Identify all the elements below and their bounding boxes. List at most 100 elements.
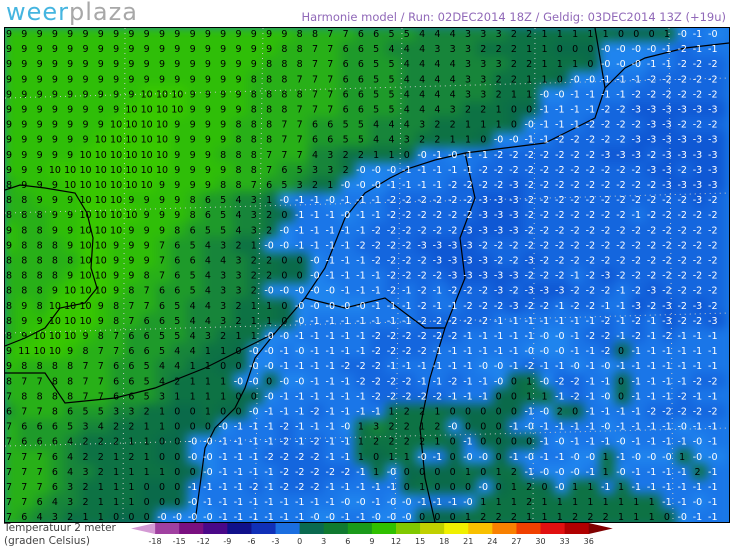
temp-value: -1 bbox=[356, 316, 365, 327]
temp-value: 5 bbox=[67, 422, 73, 433]
temp-value: 8 bbox=[67, 361, 73, 372]
temp-value: 3 bbox=[465, 44, 471, 55]
temp-value: 9 bbox=[205, 150, 211, 161]
temp-value: 7 bbox=[98, 391, 104, 402]
temp-value: -2 bbox=[479, 240, 488, 251]
temp-value: 1 bbox=[541, 44, 547, 55]
temp-value: -1 bbox=[417, 165, 426, 176]
temp-value: 8 bbox=[6, 180, 12, 191]
temp-value: -2 bbox=[310, 482, 319, 493]
temp-value: -1 bbox=[662, 376, 671, 387]
temp-value: 5 bbox=[190, 286, 196, 297]
temp-value: -2 bbox=[677, 74, 686, 85]
temp-value: 9 bbox=[6, 59, 12, 70]
temp-value: 9 bbox=[6, 44, 12, 55]
temp-value: -1 bbox=[448, 301, 457, 312]
temp-value: 7 bbox=[82, 376, 88, 387]
temp-value: 2 bbox=[496, 89, 502, 100]
temp-value: 1 bbox=[496, 467, 502, 478]
colorbar-band bbox=[131, 523, 156, 534]
temp-value: 9 bbox=[67, 210, 73, 221]
temp-value: 6 bbox=[343, 74, 349, 85]
temp-value: 10 bbox=[141, 105, 153, 116]
temp-value: -1 bbox=[433, 286, 442, 297]
temp-value: 9 bbox=[144, 210, 150, 221]
temp-value: 9 bbox=[52, 74, 58, 85]
temp-value: 10 bbox=[64, 165, 76, 176]
temp-value: -0 bbox=[417, 150, 426, 161]
temp-value: 9 bbox=[98, 59, 104, 70]
temp-value: 9 bbox=[98, 44, 104, 55]
temp-value: 5 bbox=[220, 195, 226, 206]
colorbar-tick-label: -12 bbox=[196, 537, 210, 546]
temp-value: -2 bbox=[356, 361, 365, 372]
temp-value: -0 bbox=[677, 512, 686, 522]
temp-value: -3 bbox=[479, 225, 488, 236]
temp-value: 0 bbox=[281, 316, 287, 327]
temp-value: 2 bbox=[235, 240, 241, 251]
temp-value: 9 bbox=[266, 44, 272, 55]
temp-value: -1 bbox=[601, 376, 610, 387]
temp-value: 7 bbox=[281, 135, 287, 146]
temp-value: -2 bbox=[662, 240, 671, 251]
temp-value: -1 bbox=[570, 105, 579, 116]
temp-value: 6 bbox=[343, 59, 349, 70]
temp-value: -1 bbox=[586, 407, 595, 418]
temp-value: 10 bbox=[110, 225, 122, 236]
temp-value: 9 bbox=[52, 150, 58, 161]
logo-plaza: plaza bbox=[69, 0, 138, 26]
temp-value: -2 bbox=[662, 331, 671, 342]
temp-cell bbox=[660, 28, 681, 46]
temp-value: 9 bbox=[174, 150, 180, 161]
temp-value: 9 bbox=[6, 74, 12, 85]
temp-value: 8 bbox=[37, 301, 43, 312]
temp-value: -1 bbox=[479, 346, 488, 357]
temp-value: 0 bbox=[557, 74, 563, 85]
temp-value: -3 bbox=[647, 165, 656, 176]
temp-value: -1 bbox=[218, 452, 227, 463]
temp-value: 9 bbox=[98, 301, 104, 312]
temp-value: -1 bbox=[540, 135, 549, 146]
temp-value: -2 bbox=[616, 180, 625, 191]
temp-value: -2 bbox=[662, 286, 671, 297]
temp-value: 1 bbox=[633, 512, 639, 522]
temp-value: 9 bbox=[113, 286, 119, 297]
temp-value: 8 bbox=[52, 361, 58, 372]
temp-value: 9 bbox=[6, 225, 12, 236]
temp-value: 1 bbox=[358, 422, 364, 433]
temp-value: -1 bbox=[310, 391, 319, 402]
temp-cell bbox=[278, 28, 298, 46]
temp-value: 1 bbox=[404, 452, 410, 463]
temp-value: -1 bbox=[356, 195, 365, 206]
temp-value: 3 bbox=[450, 44, 456, 55]
temp-value: -1 bbox=[586, 422, 595, 433]
temp-value: 7 bbox=[327, 59, 333, 70]
temp-value: 5 bbox=[373, 105, 379, 116]
temp-value: 0 bbox=[174, 437, 180, 448]
temp-value: -2 bbox=[693, 240, 702, 251]
temp-value: 8 bbox=[52, 240, 58, 251]
temp-value: 6 bbox=[174, 256, 180, 267]
temp-value: -2 bbox=[402, 376, 411, 387]
temp-value: 10 bbox=[79, 210, 91, 221]
temp-value: -2 bbox=[387, 195, 396, 206]
temp-value: -1 bbox=[387, 482, 396, 493]
temp-value: -1 bbox=[402, 165, 411, 176]
temp-value: 9 bbox=[174, 165, 180, 176]
temp-value: 10 bbox=[95, 225, 107, 236]
temp-value: -2 bbox=[570, 376, 579, 387]
temp-value: 4 bbox=[419, 89, 425, 100]
temp-value: 9 bbox=[21, 150, 27, 161]
temp-value: 10 bbox=[49, 346, 61, 357]
temp-value: 2 bbox=[312, 180, 318, 191]
temp-value: 0 bbox=[419, 512, 425, 522]
temp-value: -0 bbox=[693, 497, 702, 508]
temp-value: -2 bbox=[662, 195, 671, 206]
temp-value: -2 bbox=[632, 195, 641, 206]
temp-cell bbox=[676, 56, 696, 76]
temp-value: 1 bbox=[526, 376, 532, 387]
temp-value: -0 bbox=[479, 482, 488, 493]
temp-value: 7 bbox=[297, 135, 303, 146]
temp-value: 0 bbox=[511, 105, 517, 116]
temp-cell bbox=[354, 56, 375, 76]
